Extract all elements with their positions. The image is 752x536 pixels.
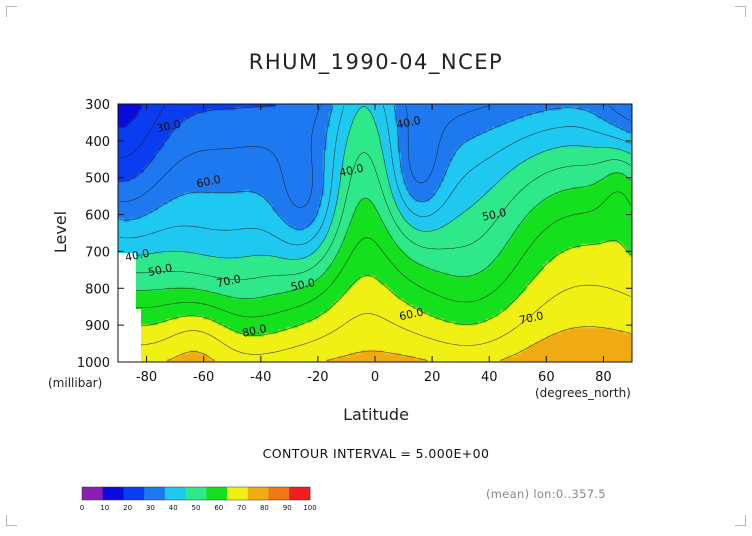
contour-lines (119, 105, 631, 361)
x-axis-ticks: -80 -60 -40 -20 0 20 40 60 80 (136, 104, 612, 385)
y-tick-label: 400 (85, 135, 110, 150)
colorbar-tick-label: 90 (283, 504, 292, 512)
colorbar-tick-label: 30 (146, 504, 155, 512)
contour-label: 70.0 (215, 272, 242, 290)
colorbar-tick-label: 40 (169, 504, 178, 512)
colorbar-swatch (206, 487, 228, 500)
contour-line-80 (167, 326, 631, 361)
colorbar-swatch (227, 487, 249, 500)
missing-data-patch-upper (118, 253, 136, 309)
contour-label: 50.0 (147, 261, 174, 279)
contour-label: 70.0 (518, 309, 545, 327)
y-axis-title: Level (51, 211, 70, 253)
contour-label: 40.0 (395, 114, 422, 132)
x-tick-label: 60 (538, 370, 555, 385)
x-tick-label: -60 (193, 370, 214, 385)
colorbar-tick-label: 20 (123, 504, 132, 512)
contour-label: 80.0 (241, 322, 268, 340)
contour-label: 50.0 (481, 206, 508, 224)
contour-line-40 (119, 105, 631, 230)
x-axis-title: Latitude (343, 405, 409, 424)
colorbar-tick-label: 70 (237, 504, 246, 512)
contour-label: 40.0 (124, 246, 151, 264)
contour-line-55 (119, 152, 631, 280)
x-tick-label: 40 (481, 370, 498, 385)
contour-label: 60.0 (398, 305, 425, 323)
y-tick-label: 800 (85, 282, 110, 297)
plot-area: 30.0 40.040.060.050.040.050.070.0 50.060.0… (117, 103, 633, 363)
x-tick-label: -40 (250, 370, 271, 385)
humidity-field (118, 104, 632, 362)
colorbar-swatch (268, 487, 290, 500)
corner-mark-bottom-right (735, 515, 746, 526)
colorbar-tick-label: 0 (80, 504, 84, 512)
y-axis-ticks: 300 400 500 600 700 800 900 1000 (77, 98, 632, 371)
y-axis-units: (millibar) (48, 376, 102, 390)
chart-title: RHUM_1990-04_NCEP (249, 50, 503, 75)
y-tick-label: 700 (85, 245, 110, 260)
x-tick-label: -20 (307, 370, 328, 385)
contour-label: 40.0 (338, 162, 365, 180)
contour-line-60 (119, 172, 631, 299)
colorbar-swatch (123, 487, 145, 500)
corner-mark-bottom-left (6, 515, 17, 526)
contour-label: 60.0 (195, 173, 222, 191)
contour-labels: 30.0 40.040.060.050.040.050.070.0 50.060.0… (124, 114, 545, 340)
colorbar-swatch (82, 487, 104, 500)
colorbar-swatch (185, 487, 207, 500)
contour-line-45 (119, 105, 631, 246)
contour-line-25 (119, 105, 166, 158)
y-tick-label: 1000 (77, 356, 110, 371)
x-tick-label: 20 (424, 370, 441, 385)
colorbar: 0 10 20 30 40 50 60 70 80 90 100 (80, 486, 317, 512)
colorbar-swatch (164, 487, 186, 500)
y-tick-label: 600 (85, 209, 110, 224)
colorbar-tick-label: 10 (100, 504, 109, 512)
colorbar-frame (81, 486, 311, 501)
x-tick-label: 80 (595, 370, 612, 385)
contour-line-35 (119, 105, 631, 208)
contour-label: 50.0 (290, 276, 317, 294)
mean-longitude-note: (mean) lon:0..357.5 (486, 487, 606, 501)
contour-line-20 (119, 105, 143, 128)
y-tick-label: 500 (85, 172, 110, 187)
colorbar-tick-label: 80 (260, 504, 269, 512)
colorbar-swatch (247, 487, 269, 500)
contour-interval-note: CONTOUR INTERVAL = 5.000E+00 (263, 446, 490, 461)
contour-label: 30.0 (155, 117, 182, 135)
missing-data-patch-lower (118, 309, 141, 362)
contour-line-50 (119, 106, 631, 260)
y-tick-label: 300 (85, 98, 110, 113)
y-tick-label: 900 (85, 319, 110, 334)
x-tick-label: -80 (136, 370, 157, 385)
colorbar-swatch (144, 487, 166, 500)
corner-mark-top-right (735, 6, 746, 17)
corner-mark-top-left (6, 6, 17, 17)
colorbar-swatch (102, 487, 124, 500)
colorbar-swatch (289, 487, 311, 500)
contour-line-65 (119, 191, 631, 318)
colorbar-tick-label: 50 (192, 504, 201, 512)
x-axis-units: (degrees_north) (535, 386, 631, 400)
colorbar-tick-label: 100 (303, 504, 316, 512)
colorbar-tick-label: 60 (214, 504, 223, 512)
x-tick-label: 0 (371, 370, 379, 385)
